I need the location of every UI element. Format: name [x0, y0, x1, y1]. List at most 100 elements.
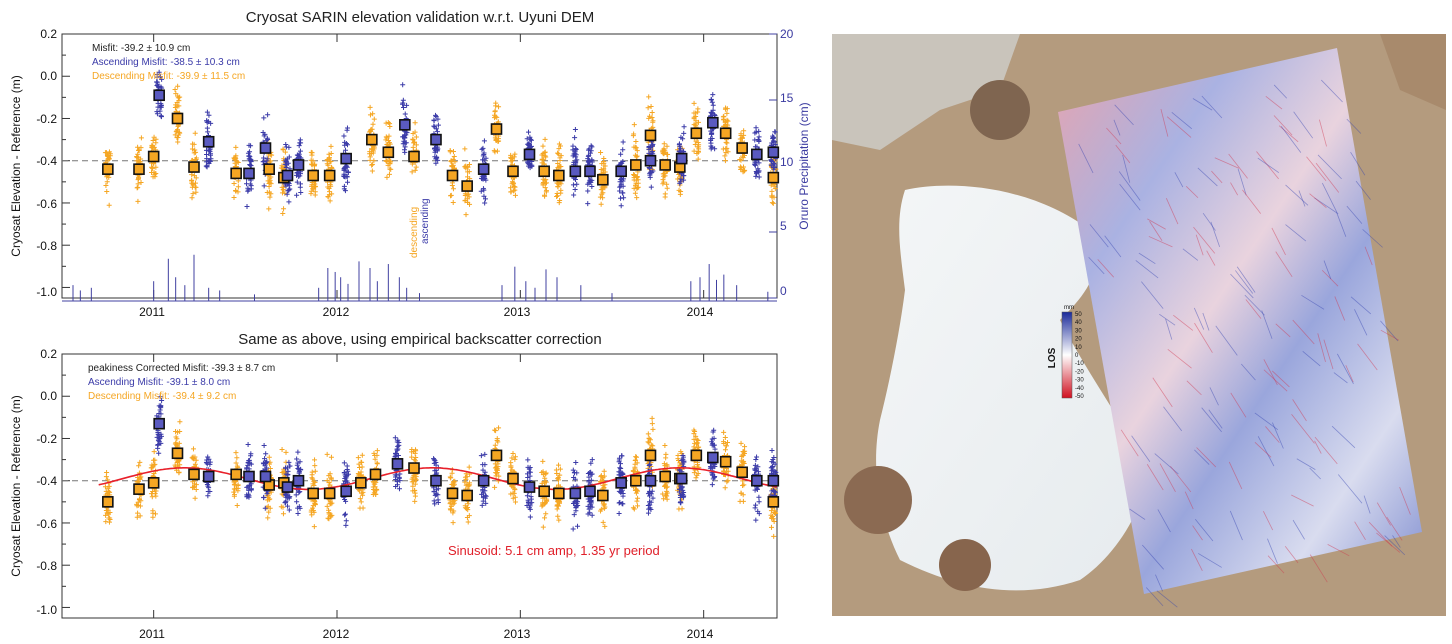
ascending-sample-point: [435, 500, 441, 506]
descending-sample-point: [312, 181, 318, 187]
ascending-mean-marker: [675, 472, 688, 485]
interferogram-fringe: [1106, 127, 1122, 145]
descending-sample-point: [450, 186, 456, 192]
descending-sample-point: [370, 121, 376, 127]
interferogram-fringe: [1154, 453, 1179, 475]
ascending-sample-point: [244, 492, 250, 498]
descending-mean-marker: [446, 487, 459, 500]
descending-sample-point: [630, 505, 636, 511]
interferogram-fringe: [1292, 319, 1315, 345]
descending-sample-point: [467, 482, 473, 488]
interferogram-fringe: [1291, 494, 1314, 507]
top-ylabel: Cryosat Elevation - Reference (m): [9, 75, 23, 256]
descending-sample-point: [540, 524, 546, 530]
ascending-sample-point: [287, 463, 293, 469]
descending-sample-point: [679, 506, 685, 512]
colorbar-ticks: 50 40 30 20 10 0 -10 -20 -30 -40 -50: [1075, 312, 1084, 400]
ascending-sample-point: [392, 451, 398, 457]
interferogram-fringe: [1157, 509, 1171, 533]
ascending-sample-point: [570, 467, 576, 473]
top-ytick-label: -0.8: [36, 239, 57, 253]
ascending-sample-point: [771, 139, 777, 145]
bottom-ytick-label: -0.8: [36, 559, 57, 573]
descending-sample-point: [598, 149, 604, 155]
descending-mean-marker: [507, 472, 519, 485]
descending-sample-point: [465, 519, 471, 525]
ascending-sample-point: [396, 475, 402, 481]
bottom-ytick-label: -1.0: [36, 603, 57, 617]
ascending-sample-point: [619, 470, 625, 476]
ascending-mean-marker: [751, 474, 763, 487]
ascending-mean-marker: [523, 481, 536, 493]
descending-sample-point: [265, 515, 271, 521]
ascending-sample-point: [620, 190, 626, 196]
ascending-sample-point: [402, 111, 408, 117]
ascending-sample-point: [344, 127, 350, 133]
top-ytick-label: 0.2: [40, 27, 57, 41]
descending-sample-point: [191, 484, 197, 490]
interferogram-fringe: [1363, 495, 1371, 514]
descending-sample-point: [694, 150, 700, 156]
ascending-sample-point: [585, 156, 591, 162]
descending-sample-point: [359, 459, 365, 465]
descending-sample-point: [312, 192, 318, 198]
ascending-sample-point: [752, 161, 758, 167]
descending-sample-point: [173, 440, 179, 446]
descending-sample-point: [135, 151, 141, 157]
interferogram-fringe: [1291, 414, 1315, 444]
descending-sample-point: [280, 146, 286, 152]
ascending-sample-point: [344, 463, 350, 469]
descending-sample-point: [660, 491, 666, 497]
ascending-sample-point: [155, 442, 161, 448]
descending-sample-point: [510, 450, 516, 456]
ascending-sample-point: [479, 146, 485, 152]
descending-sample-point: [768, 182, 774, 188]
descending-sample-point: [558, 187, 564, 193]
ascending-sample-point: [710, 102, 716, 108]
top-y2tick-label: 0: [780, 284, 787, 298]
ascending-sample-point: [524, 493, 530, 499]
ascending-sample-point: [680, 494, 686, 500]
ascending-sample-point: [246, 493, 252, 499]
descending-sample-point: [722, 106, 728, 112]
descending-sample-point: [770, 200, 776, 206]
ascending-sample-point: [154, 111, 160, 117]
ascending-mean-marker: [430, 474, 442, 487]
descending-sample-point: [660, 177, 666, 183]
interferogram-fringe: [1078, 143, 1094, 174]
interferogram-texture: [1078, 79, 1411, 608]
descending-mean-marker: [597, 173, 609, 186]
interferogram-fringe: [1194, 449, 1210, 465]
descending-sample-point: [450, 520, 456, 526]
descending-sample-point: [598, 201, 604, 207]
descending-sample-point: [738, 131, 744, 137]
ascending-sample-point: [205, 493, 211, 499]
ascending-mean-marker: [569, 487, 582, 500]
ascending-sample-point: [261, 155, 267, 161]
interferogram-fringe: [1292, 519, 1305, 540]
descending-sample-point: [409, 454, 415, 460]
ascending-mean-marker: [281, 169, 294, 182]
descending-sample-point: [543, 511, 549, 517]
interferogram-fringe: [1309, 467, 1321, 480]
descending-mean-marker: [736, 142, 748, 154]
ascending-sample-point: [680, 461, 686, 467]
interferogram-fringe: [1273, 84, 1288, 99]
descending-sample-point: [410, 483, 416, 489]
descending-sample-point: [138, 135, 144, 141]
descending-sample-point: [192, 461, 198, 467]
descending-sample-point: [543, 180, 549, 186]
descending-sample-point: [633, 490, 639, 496]
descending-sample-point: [193, 482, 199, 488]
descending-sample-point: [279, 446, 285, 452]
ascending-sample-point: [618, 203, 624, 209]
ascending-sample-point: [527, 501, 533, 507]
descending-sample-point: [542, 185, 548, 191]
interferogram-fringe: [1155, 574, 1163, 592]
descending-sample-point: [633, 454, 639, 460]
descending-sample-point: [768, 524, 774, 530]
ascending-sample-point: [480, 462, 486, 468]
descending-mean-marker: [102, 496, 114, 508]
descending-sample-point: [496, 104, 502, 110]
ascending-sample-point: [402, 144, 408, 150]
